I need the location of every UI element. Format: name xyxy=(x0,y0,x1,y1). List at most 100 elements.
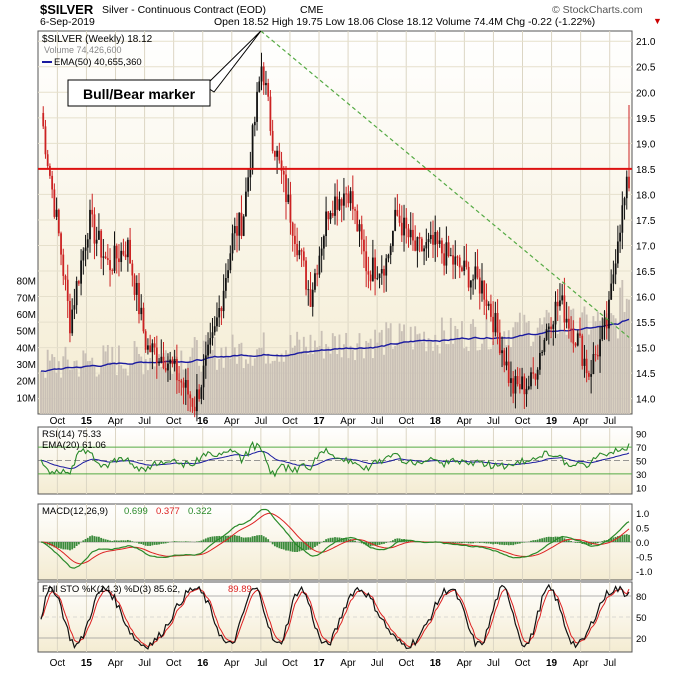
volume-bar xyxy=(162,353,165,414)
volume-bar xyxy=(449,317,452,414)
volume-bar xyxy=(106,345,109,414)
volume-bar xyxy=(443,330,446,414)
candle-body xyxy=(530,372,532,387)
chart-date: 6-Sep-2019 xyxy=(40,16,95,28)
candle-body xyxy=(91,209,94,215)
candle-body xyxy=(358,224,361,232)
volume-bar xyxy=(547,312,550,414)
candle-body xyxy=(385,258,388,276)
macd-histogram-bar xyxy=(472,542,474,544)
sto-k-line xyxy=(40,583,630,650)
candle-body xyxy=(300,250,303,252)
macd-histogram-bar xyxy=(184,541,187,542)
callout-box xyxy=(67,79,211,107)
bull-bear-marker-label: Bull/Bear marker xyxy=(83,86,196,102)
volume-bar xyxy=(625,298,628,414)
volume-bar xyxy=(363,358,365,414)
candle-body xyxy=(351,191,354,210)
volume-bar xyxy=(173,355,176,414)
macd-histogram-bar xyxy=(576,542,579,543)
macd-histogram-bar xyxy=(596,542,599,544)
volume-bar xyxy=(550,336,552,414)
macd-histogram-bar xyxy=(456,542,459,543)
candle-body xyxy=(175,358,178,381)
volume-bar xyxy=(476,350,479,414)
macd-histogram-bar xyxy=(242,537,245,542)
volume-bar xyxy=(601,330,604,414)
candle-body xyxy=(280,160,283,171)
candle-body xyxy=(162,356,165,369)
volume-bar xyxy=(334,336,336,414)
x-tick-label-bottom: Jul xyxy=(487,658,500,669)
macd-histogram-bar xyxy=(294,542,296,552)
sto-tick-label: 50 xyxy=(636,613,647,624)
macd-histogram-bar xyxy=(322,540,325,542)
macd-tick-label: 1.0 xyxy=(636,509,649,520)
volume-bar xyxy=(129,364,132,414)
macd-histogram-bar xyxy=(476,542,479,543)
macd-histogram-bar xyxy=(592,542,595,545)
macd-histogram-bar xyxy=(149,542,152,546)
candle-body xyxy=(71,309,74,334)
volume-bar xyxy=(151,364,154,414)
rsi-tick-label: 30 xyxy=(636,470,647,481)
candle-body xyxy=(207,344,209,356)
volume-bar xyxy=(46,349,49,414)
candle-body xyxy=(86,239,89,248)
volume-bar xyxy=(412,349,414,414)
macd-histogram-bar xyxy=(601,541,604,542)
macd-histogram-bar xyxy=(380,542,383,545)
candle-body xyxy=(454,256,457,265)
volume-bar xyxy=(289,335,292,414)
candle-body xyxy=(383,269,385,276)
volume-bar xyxy=(269,363,272,414)
volume-bar xyxy=(447,344,450,414)
macd-histogram-bar xyxy=(314,542,316,547)
volume-bar xyxy=(240,342,243,414)
candle-body xyxy=(331,213,334,216)
macd-histogram-bar xyxy=(55,542,58,548)
macd-histogram-bar xyxy=(512,542,515,546)
candle-body xyxy=(260,66,263,82)
candle-body xyxy=(583,358,586,366)
macd-histogram-bar xyxy=(545,537,548,542)
candle-body xyxy=(527,386,530,389)
sto-d-line xyxy=(40,587,630,648)
candle-body xyxy=(409,229,412,238)
candle-body xyxy=(62,254,65,276)
x-tick-label-bottom: Oct xyxy=(166,658,182,669)
x-tick-label-top: Oct xyxy=(50,416,66,427)
volume-bar xyxy=(244,359,247,414)
volume-bar xyxy=(489,348,492,414)
macd-histogram-bar xyxy=(245,537,247,542)
candle-body xyxy=(550,326,552,329)
volume-bar xyxy=(311,353,314,414)
macd-histogram-bar xyxy=(541,538,544,542)
candle-body xyxy=(338,199,341,210)
candle-body xyxy=(302,251,305,261)
macd-histogram-bar xyxy=(175,541,178,542)
macd-histogram-bar xyxy=(77,542,80,545)
macd-histogram-bar xyxy=(367,542,370,546)
volume-bar xyxy=(365,340,368,414)
candle-body xyxy=(476,266,479,278)
candle-body xyxy=(51,175,54,190)
candle-body xyxy=(487,303,490,306)
volume-bar xyxy=(109,362,111,414)
candle-body xyxy=(133,275,136,295)
macd-histogram-bar xyxy=(378,542,381,545)
macd-histogram-bar xyxy=(240,537,243,542)
volume-bar xyxy=(456,329,459,414)
candle-body xyxy=(628,176,630,189)
macd-histogram-bar xyxy=(229,535,232,542)
macd-histogram-bar xyxy=(115,540,118,542)
macd-histogram-bar xyxy=(118,540,120,542)
volume-bar xyxy=(314,340,316,414)
volume-bar xyxy=(133,341,136,414)
volume-bar xyxy=(612,315,615,414)
x-tick-label-bottom: Jul xyxy=(254,658,267,669)
candle-body xyxy=(98,230,100,240)
candle-body xyxy=(523,376,526,395)
x-tick-label-bottom: Oct xyxy=(515,658,531,669)
volume-bar xyxy=(559,315,561,414)
